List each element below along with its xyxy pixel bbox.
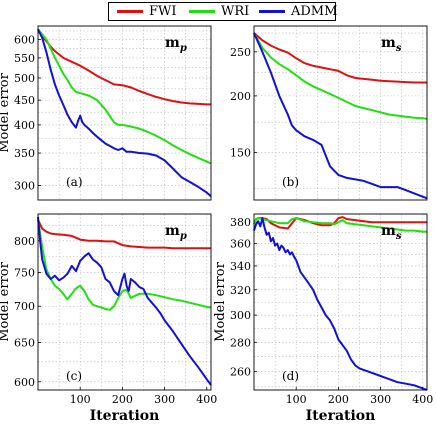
y-tick-label: 360 [230,237,251,250]
x-tick-label: 100 [70,393,91,406]
x-axis-title: Iteration [306,408,376,424]
y-tick-label: 800 [14,235,35,248]
x-tick-label: 200 [112,393,133,406]
panel-tag: (a) [66,175,83,189]
y-tick-label: 600 [14,376,35,389]
y-tick-label: 450 [14,94,35,107]
corner-label-subscript: s [396,231,402,242]
series-line-admm [37,28,212,198]
y-tick-label: 400 [14,119,35,132]
y-tick-label: 260 [230,365,251,378]
y-tick-label: 200 [230,90,251,103]
y-tick-label: 350 [14,147,35,160]
plot-area [38,214,211,390]
series-line-wri [253,32,428,120]
corner-label-base: m [381,223,396,239]
y-tick-label: 700 [14,300,35,313]
x-tick-label: 200 [328,393,349,406]
x-axis-title: Iteration [90,408,160,424]
legend-label-fwi: FWI [149,4,177,19]
y-axis-title: Model error [213,261,228,341]
x-tick-label: 100 [286,393,307,406]
corner-label-subscript: p [180,43,187,54]
y-tick-label: 320 [230,284,251,297]
y-tick-label: 550 [14,52,35,65]
corner-label-subscript: s [396,43,402,54]
y-tick-label: 500 [14,72,35,85]
y-tick-label: 150 [230,147,251,160]
legend-swatch-fwi [117,10,143,13]
chart-panel-b: 150 200 250 (b) ms [230,25,428,201]
y-tick-label: 380 [230,216,251,229]
plot-frame [37,25,212,201]
panel-tag: (d) [282,369,299,383]
panel-corner-label: mp [165,223,187,242]
plot-frame [253,213,428,391]
plot-area [254,26,427,200]
series-line-fwi [253,32,427,84]
y-tick-label: 280 [230,336,251,349]
panel-corner-label: ms [381,223,402,242]
series-line-fwi [37,219,211,250]
corner-label-base: m [165,35,180,51]
x-tick-label: 400 [412,393,433,406]
y-tick-label: 300 [230,309,251,322]
x-tick-label: 300 [370,393,391,406]
legend-swatch-admm [259,10,285,13]
plot-frame [37,213,212,391]
chart-panel-c: 600 650 700 750 800 100 200 300 400 (c) mp Model er… [0,213,217,424]
panel-tag: (c) [66,369,82,383]
corner-label-subscript: p [180,231,187,242]
series-line-admm [37,216,212,386]
chart-panel-d: 260 280 300 320 340 360 380 100 200 300 400 (d) ms Mo… [213,213,433,424]
series-line-wri [37,219,212,311]
panel-corner-label: mp [165,35,187,54]
corner-label-base: m [165,223,180,239]
chart-legend: FWI WRI ADMM [108,2,338,21]
y-tick-label: 600 [14,34,35,47]
y-axis-title: Model error [0,261,12,341]
series-line-wri [253,217,427,233]
chart-panel-a: 300 350 400 450 500 550 600 (a) mp Model error [0,25,212,201]
y-tick-label: 750 [14,266,35,279]
y-axis-title: Model error [0,72,12,152]
series-line-admm [253,32,428,200]
corner-label-base: m [381,35,396,51]
plot-frame [253,25,428,201]
series-line-admm [253,217,428,391]
y-tick-label: 250 [230,46,251,59]
series-line-fwi [37,28,211,106]
x-tick-label: 300 [154,393,175,406]
legend-swatch-wri [189,10,215,13]
legend-label-admm: ADMM [291,4,338,19]
panel-corner-label: ms [381,35,402,54]
y-tick-label: 340 [230,260,251,273]
y-tick-label: 300 [14,179,35,192]
series-line-wri [37,28,212,165]
x-tick-label: 400 [196,393,217,406]
y-tick-label: 650 [14,337,35,350]
panel-tag: (b) [282,175,299,189]
legend-label-wri: WRI [221,4,250,19]
